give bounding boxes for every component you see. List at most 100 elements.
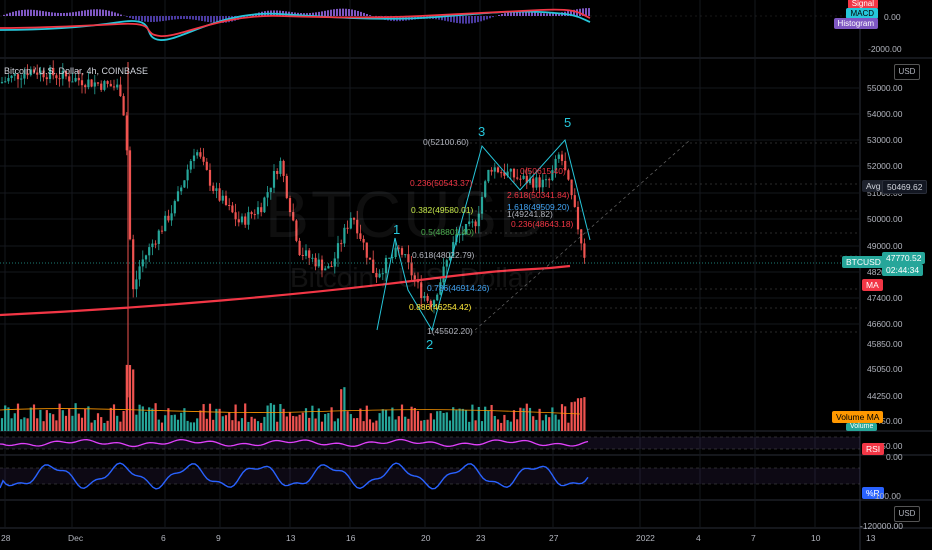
candle <box>541 172 544 194</box>
macd-hist-bar <box>327 10 329 16</box>
price-axis-label: 45050.00 <box>867 364 903 374</box>
macd-hist-bar <box>543 13 545 16</box>
currency-button[interactable]: USD <box>894 64 920 80</box>
volume-bar <box>564 406 567 431</box>
candle <box>282 159 285 183</box>
macd-hist-bar <box>501 14 503 16</box>
symbol-watermark: BTCUSD <box>265 177 549 251</box>
volume-bar <box>471 404 474 431</box>
candle <box>90 79 93 88</box>
macd-line-tag[interactable]: MACD <box>846 8 878 19</box>
macd-signal-tag[interactable]: Signal <box>847 0 878 9</box>
candle <box>269 187 272 200</box>
candle <box>237 211 240 227</box>
volume-bar <box>240 418 244 431</box>
candle <box>493 162 496 179</box>
volume-bar <box>394 419 397 431</box>
candle <box>359 224 362 242</box>
volume-bar <box>439 410 442 431</box>
volume-bar <box>125 364 128 431</box>
price-axis-label: 50000.00 <box>867 214 903 224</box>
macd-hist-bar <box>216 16 218 24</box>
volume-bar <box>426 419 429 431</box>
candle <box>87 71 90 90</box>
candle <box>144 254 148 269</box>
macd-hist-bar <box>18 10 20 16</box>
fib-level-label: 0.786(46914.26) <box>427 283 490 293</box>
volume-bar <box>458 408 461 431</box>
volume-bar <box>10 418 13 431</box>
volume-bar <box>538 408 541 431</box>
volume-bar <box>349 414 352 431</box>
volume-bar <box>77 413 80 431</box>
candle <box>212 182 215 194</box>
sr-axis-zero: 0.00 <box>886 452 903 462</box>
macd-histogram-tag[interactable]: Histogram <box>833 18 878 29</box>
candle <box>164 211 167 232</box>
volume-bar <box>36 418 39 431</box>
wave-count-label: 1 <box>393 222 401 237</box>
volume-bar <box>196 418 199 431</box>
macd-hist-bar <box>528 11 530 16</box>
candle <box>532 175 535 193</box>
volume-bar <box>180 412 183 431</box>
candle <box>192 148 196 169</box>
macd-hist-bar <box>138 16 140 21</box>
candle <box>381 268 384 281</box>
macd-hist-bar <box>357 10 359 16</box>
macd-hist-bar <box>9 12 11 16</box>
candle <box>39 66 42 82</box>
candle <box>266 186 269 207</box>
volume-bar <box>29 407 32 431</box>
macd-hist-bar <box>480 16 482 22</box>
candle <box>199 147 202 159</box>
candle <box>356 210 359 240</box>
candle <box>327 263 330 269</box>
volume-bar <box>359 408 362 431</box>
macd-hist-bar <box>492 16 494 18</box>
price-axis-label: 52000.00 <box>867 161 903 171</box>
candle <box>157 229 160 251</box>
candle <box>368 257 372 260</box>
candle <box>106 80 109 88</box>
elliott-wave-line <box>376 138 591 332</box>
candle <box>525 167 528 189</box>
macd-hist-bar <box>30 9 32 16</box>
volume-bar <box>519 407 522 431</box>
macd-hist-bar <box>162 16 164 22</box>
candle <box>285 173 288 200</box>
volume-bar <box>68 408 71 431</box>
williams-r-line <box>0 462 589 490</box>
volume-bar <box>397 416 400 431</box>
macd-hist-bar <box>126 16 128 17</box>
volume-bar <box>490 404 493 431</box>
wave-count-label: 2 <box>426 337 434 352</box>
volume-bar <box>93 420 96 431</box>
volume-bar <box>416 411 420 431</box>
candle <box>567 168 570 181</box>
candle <box>173 199 176 217</box>
macd-hist-bar <box>135 16 137 20</box>
candle <box>36 64 39 79</box>
volume-bar <box>122 410 125 431</box>
macd-hist-bar <box>486 16 488 20</box>
volume-bar <box>413 407 416 431</box>
macd-hist-bar <box>183 16 185 19</box>
macd-hist-bar <box>441 16 443 21</box>
volume-bar <box>448 420 452 431</box>
candle <box>484 179 487 199</box>
volume-bar <box>141 406 144 431</box>
volume-bar <box>61 410 64 431</box>
volume-bar <box>442 412 445 431</box>
candle <box>362 235 365 251</box>
fib-level-label: 1(45502.20) <box>427 326 473 336</box>
macd-hist-bar <box>42 11 44 16</box>
macd-hist-bar <box>585 8 587 16</box>
candle <box>77 69 80 86</box>
candle <box>330 261 333 268</box>
time-axis-label: 28 <box>1 533 11 543</box>
macd-hist-bar <box>153 16 155 22</box>
volume-bar <box>352 418 356 431</box>
bottom-currency-button[interactable]: USD <box>894 506 920 522</box>
